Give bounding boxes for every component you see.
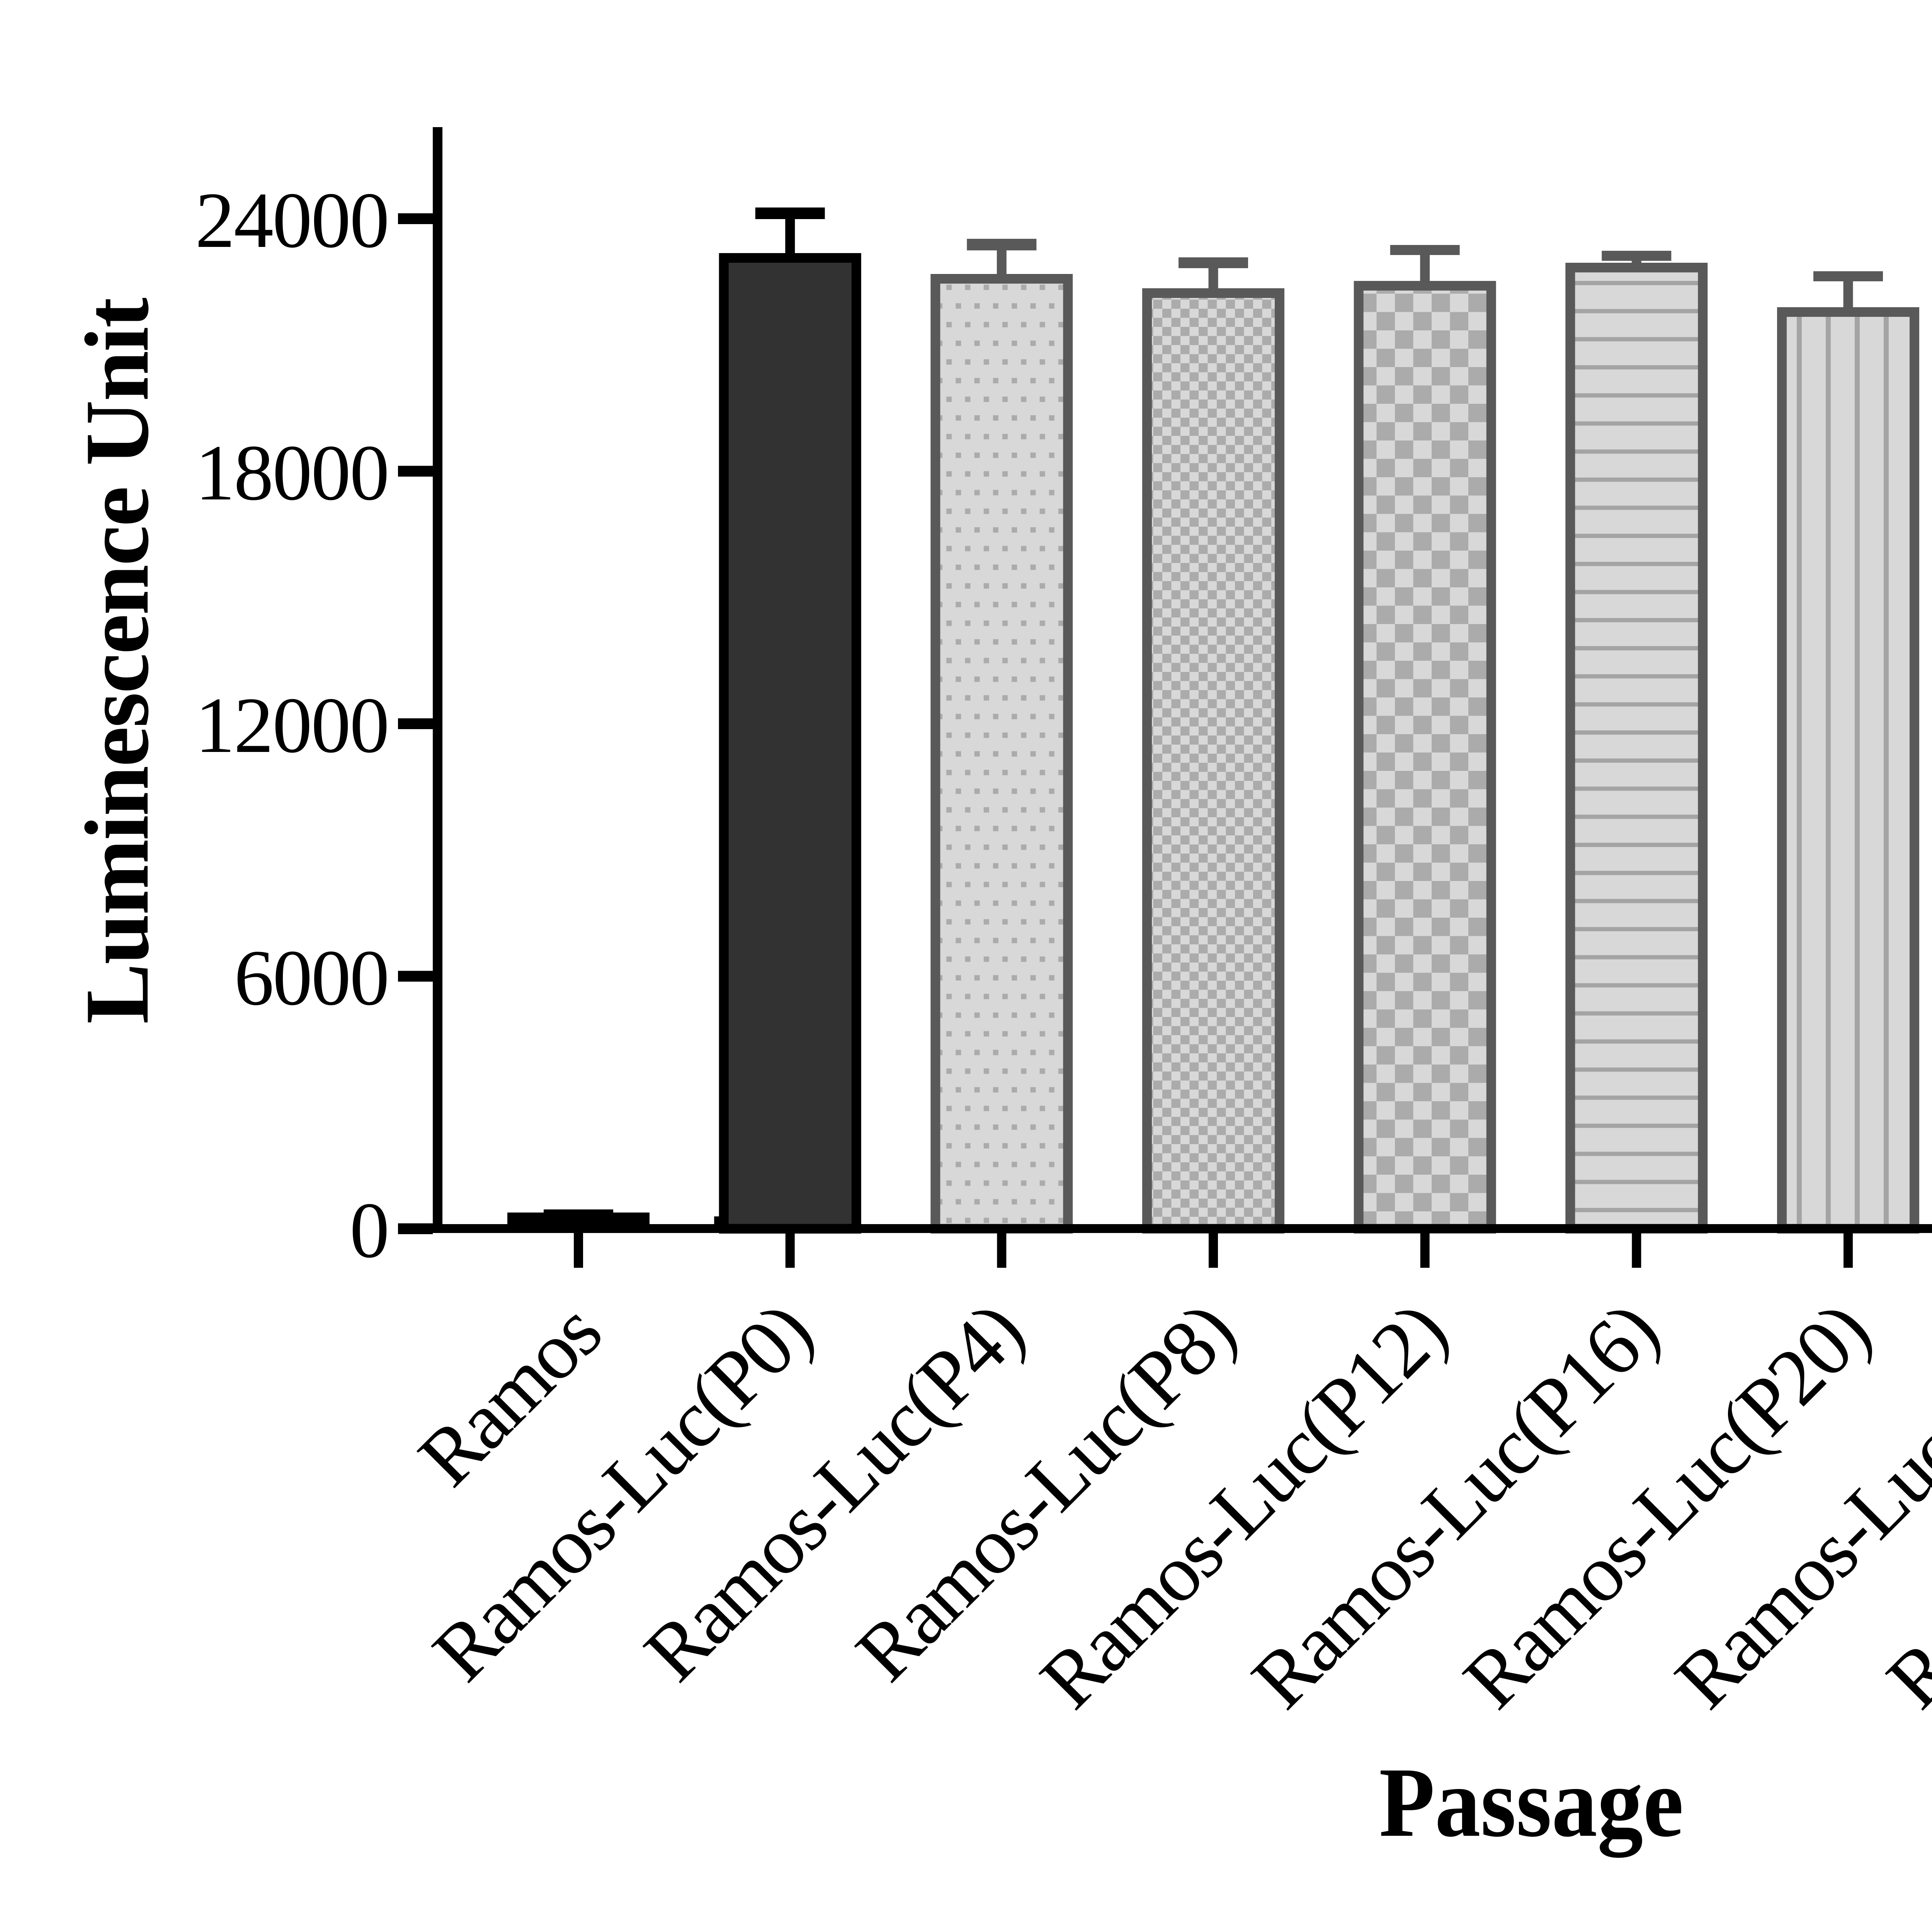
svg-text:6000: 6000 xyxy=(234,934,389,1022)
svg-text:12000: 12000 xyxy=(195,681,389,769)
svg-text:Ramos-Luc(P4): Ramos-Luc(P4) xyxy=(628,1284,1041,1698)
svg-text:18000: 18000 xyxy=(195,429,389,517)
svg-text:Passage: Passage xyxy=(1379,1747,1684,1859)
svg-text:Ramos-Luc(P0): Ramos-Luc(P0) xyxy=(416,1284,829,1698)
svg-text:0: 0 xyxy=(350,1186,389,1274)
svg-text:Luminescence Unit: Luminescence Unit xyxy=(67,298,168,1024)
svg-text:24000: 24000 xyxy=(195,176,389,264)
svg-text:Ramos-Luc(P8): Ramos-Luc(P8) xyxy=(839,1284,1253,1698)
